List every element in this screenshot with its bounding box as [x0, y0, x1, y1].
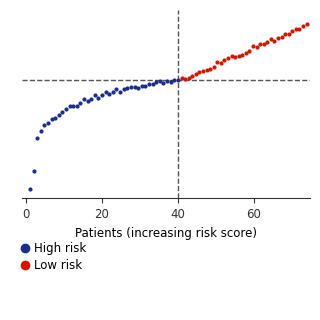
Point [258, 42, 263, 47]
Point [74, 103, 79, 108]
Point [45, 120, 51, 125]
Point [71, 104, 76, 109]
Point [42, 122, 47, 127]
Point [229, 54, 234, 59]
Point [261, 41, 266, 46]
Point [100, 92, 105, 97]
Point [157, 79, 162, 84]
Point [136, 85, 141, 90]
Point [304, 22, 309, 27]
Point [107, 92, 112, 97]
Point [168, 79, 173, 84]
Point [150, 82, 155, 87]
Point [125, 85, 130, 90]
Point [254, 45, 259, 50]
Point [226, 55, 231, 60]
Point [164, 78, 170, 84]
Point [89, 96, 94, 101]
Point [161, 80, 166, 85]
Point [268, 36, 274, 41]
Point [279, 35, 284, 40]
Point [272, 38, 277, 43]
Point [28, 187, 33, 192]
Point [146, 82, 151, 87]
Point [78, 101, 83, 106]
Point [300, 23, 306, 28]
Point [117, 89, 123, 94]
Point [56, 112, 61, 117]
Point [297, 26, 302, 31]
Point [139, 83, 144, 88]
Point [186, 76, 191, 81]
Point [82, 97, 87, 102]
Point [290, 28, 295, 34]
Point [121, 87, 126, 92]
Point [96, 96, 101, 101]
Point [286, 31, 291, 36]
Point [114, 87, 119, 92]
Point [67, 104, 72, 109]
Point [183, 77, 188, 82]
Point [240, 52, 245, 58]
Point [200, 68, 205, 74]
Point [60, 109, 65, 114]
Point [35, 136, 40, 141]
Point [103, 90, 108, 95]
Point [92, 93, 97, 98]
Point [38, 128, 43, 133]
Point [85, 99, 90, 104]
Point [172, 78, 177, 83]
Point [265, 39, 270, 44]
Point [179, 76, 184, 81]
Point [132, 85, 137, 90]
Point [143, 83, 148, 88]
Point [193, 72, 198, 77]
Point [31, 168, 36, 173]
Point [110, 89, 116, 94]
Point [49, 117, 54, 122]
Point [208, 66, 213, 71]
Point [211, 64, 216, 69]
Point [215, 60, 220, 65]
Point [53, 116, 58, 121]
Point [197, 69, 202, 74]
Point [293, 26, 299, 31]
Point [236, 53, 241, 59]
Point [204, 67, 209, 72]
X-axis label: Patients (increasing risk score): Patients (increasing risk score) [76, 227, 257, 240]
Point [63, 106, 68, 111]
Point [243, 51, 248, 56]
Point [222, 57, 227, 62]
Point [175, 78, 180, 83]
Point [283, 31, 288, 36]
Point [233, 55, 238, 60]
Point [251, 44, 256, 49]
Point [247, 49, 252, 54]
Legend: High risk, Low risk: High risk, Low risk [22, 242, 87, 272]
Point [128, 84, 133, 90]
Point [276, 35, 281, 40]
Point [218, 61, 223, 66]
Point [190, 73, 195, 78]
Point [154, 79, 159, 84]
